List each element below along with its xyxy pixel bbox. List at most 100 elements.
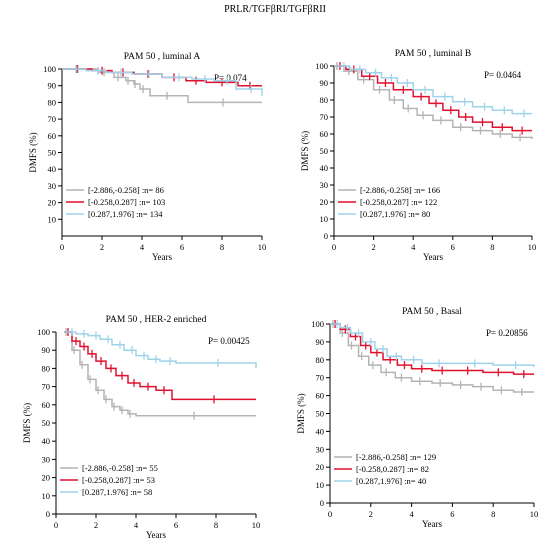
km-curve-series-3 xyxy=(334,65,532,115)
legend-entry: [0.287,1.976] :n= 40 xyxy=(356,476,426,486)
y-tick-label: 70 xyxy=(316,373,325,383)
y-tick-label: 20 xyxy=(316,462,325,472)
legend-entry: [-0.258,0.287] :n= 122 xyxy=(360,197,437,207)
x-tick-label: 4 xyxy=(140,242,145,252)
x-tick-label: 10 xyxy=(258,242,267,252)
legend-entry: [-0.258,0.287] :n= 103 xyxy=(88,197,165,207)
y-tick-label: 70 xyxy=(320,112,329,122)
x-tick-label: 2 xyxy=(371,242,375,252)
y-tick-label: 60 xyxy=(48,131,57,141)
y-tick-label: 0 xyxy=(320,498,324,508)
y-tick-label: 40 xyxy=(316,426,325,436)
p-value: P= 0.20856 xyxy=(486,328,528,338)
legend-entry: [-2.886,-0.258] :n= 86 xyxy=(88,185,164,195)
y-tick-label: 10 xyxy=(316,480,325,490)
legend-entry: [-0.258,0.287] :n= 53 xyxy=(82,475,155,485)
y-tick-label: 20 xyxy=(320,197,329,207)
km-panel-luminal-a: PAM 50 , luminal A 0 2 4 6 8 10 10 20 30 40 50 60 70 8… xyxy=(0,40,272,275)
km-curve-series-1 xyxy=(330,323,534,393)
y-tick-label: 20 xyxy=(48,198,57,208)
km-plot-luminal-a: PAM 50 , luminal A 0 2 4 6 8 10 10 20 30 40 50 60 70 8… xyxy=(28,52,267,262)
x-tick-label: 8 xyxy=(220,242,224,252)
y-tick-label: 50 xyxy=(48,148,57,158)
x-tick-label: 6 xyxy=(180,242,184,252)
km-plot-luminal-b: PAM 50 , luminal B 0 2 4 6 8 100 10 20 30 40 50 60 70… xyxy=(300,49,537,262)
panel-title: PAM 50 , luminal A xyxy=(124,52,201,62)
y-tick-label: 80 xyxy=(42,363,51,373)
legend-entry: [-2.886,-0.258] :n= 55 xyxy=(82,463,158,473)
km-panel-luminal-b: PAM 50 , luminal B 0 2 4 6 8 10 0 10 20 30 40 50 60 70… xyxy=(276,40,550,275)
y-tick-label: 70 xyxy=(42,382,51,392)
km-curve-series-2 xyxy=(334,65,532,132)
x-axis-label: Years xyxy=(423,252,444,262)
x-tick-label: 10 xyxy=(530,509,539,519)
x-tick-label: 4 xyxy=(409,509,414,519)
km-curve-series-3 xyxy=(64,331,257,369)
y-tick-label: 80 xyxy=(48,97,57,107)
y-tick-label: 20 xyxy=(42,473,51,483)
x-tick-label: 2 xyxy=(100,242,104,252)
x-tick-label: 4 xyxy=(411,242,416,252)
x-tick-label: 2 xyxy=(369,509,373,519)
km-curve-series-3 xyxy=(330,323,535,367)
x-tick-label: 6 xyxy=(451,242,455,252)
y-tick-label: 60 xyxy=(42,400,51,410)
y-tick-label: 60 xyxy=(316,391,325,401)
y-tick-label: 100 xyxy=(311,319,324,329)
legend-entry: [0.287,1.976] :n= 134 xyxy=(88,209,163,219)
x-tick-label: 2 xyxy=(94,520,98,530)
y-tick-label: 80 xyxy=(316,355,325,365)
x-tick-label: 0 xyxy=(60,242,64,252)
y-tick-label: 90 xyxy=(316,337,325,347)
y-tick-label: 90 xyxy=(320,78,329,88)
y-tick-label: 0 xyxy=(46,509,50,519)
y-tick-label: 90 xyxy=(42,345,51,355)
legend-entry: [0.287,1.976] :n= 58 xyxy=(82,487,152,497)
p-value: P= 0.00425 xyxy=(208,336,250,346)
y-tick-label: 50 xyxy=(316,409,325,419)
y-tick-label: 0 xyxy=(324,231,328,241)
km-panel-basal: PAM 50 , Basal 0 2 4 6 8 10 0 10 20 30 40 50 60 70 80 90… xyxy=(276,302,550,544)
x-tick-label: 4 xyxy=(134,520,139,530)
x-tick-label: 10 xyxy=(528,242,537,252)
y-tick-label: 10 xyxy=(48,214,57,224)
x-tick-label: 8 xyxy=(490,242,494,252)
y-tick-label: 10 xyxy=(42,491,51,501)
legend-entry: [-0.258,0.287] :n= 82 xyxy=(356,464,429,474)
legend-entry: [0.287,1.976] :n= 80 xyxy=(360,209,430,219)
km-curve-series-3 xyxy=(62,68,263,96)
y-tick-label: 40 xyxy=(320,163,329,173)
y-tick-label: 30 xyxy=(48,181,57,191)
y-tick-label: 40 xyxy=(42,436,51,446)
y-tick-label: 100 xyxy=(43,64,56,74)
y-tick-label: 100 xyxy=(315,61,328,71)
legend-entry: [-2.886,-0.258] :n= 166 xyxy=(360,185,440,195)
y-tick-label: 70 xyxy=(48,114,57,124)
x-tick-label: 6 xyxy=(450,509,454,519)
p-value: P= 0.0464 xyxy=(484,70,522,80)
legend-entry: [-2.886,-0.258] :n= 129 xyxy=(356,452,436,462)
panel-title: PAM 50 , Basal xyxy=(402,307,462,317)
y-tick-label: 30 xyxy=(42,454,51,464)
km-panel-her2-enriched: PAM 50 , HER-2 enriched 0 2 4 6 8 10 0 10 20 30 40 5… xyxy=(0,302,272,544)
x-tick-label: 8 xyxy=(214,520,218,530)
panel-title: PAM 50 , HER-2 enriched xyxy=(106,315,207,325)
y-tick-label: 30 xyxy=(320,180,329,190)
y-tick-label: 90 xyxy=(48,81,57,91)
y-axis-label: DMFS (%) xyxy=(296,393,306,433)
y-tick-label: 50 xyxy=(320,146,329,156)
y-axis-label: DMFS (%) xyxy=(28,132,38,172)
figure-title: PRLR/TGFβRI/TGFβRII xyxy=(224,4,326,15)
x-tick-label: 0 xyxy=(332,242,336,252)
x-tick-label: 0 xyxy=(54,520,58,530)
y-tick-label: 60 xyxy=(320,129,329,139)
x-tick-label: 10 xyxy=(252,520,261,530)
p-value: P= 0.074 xyxy=(214,73,247,83)
y-tick-label: 30 xyxy=(316,444,325,454)
y-axis-label: DMFS (%) xyxy=(300,131,310,171)
y-tick-label: 100 xyxy=(37,327,50,337)
x-tick-label: 0 xyxy=(328,509,332,519)
panel-title: PAM 50 , luminal B xyxy=(395,49,471,59)
km-curve-series-1 xyxy=(334,65,533,140)
